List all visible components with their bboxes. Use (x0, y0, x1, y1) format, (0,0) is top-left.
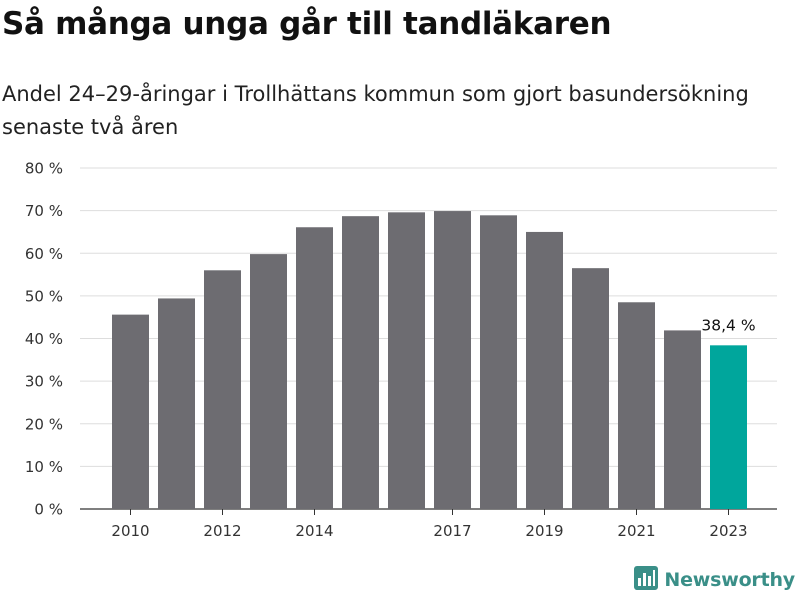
x-tick-label: 2012 (203, 522, 241, 540)
bar (388, 212, 425, 509)
x-tick-label: 2019 (525, 522, 563, 540)
x-tick-label: 2023 (709, 522, 747, 540)
y-tick-label: 80 % (25, 160, 63, 178)
bar (664, 330, 701, 509)
bar (434, 211, 471, 509)
x-tick-label: 2014 (295, 522, 333, 540)
x-tick-label: 2010 (111, 522, 149, 540)
bar (158, 298, 195, 509)
bar (572, 268, 609, 509)
y-tick-label: 0 % (34, 501, 63, 519)
chart-title: Så många unga går till tandläkaren (2, 6, 612, 42)
y-tick-label: 60 % (25, 245, 63, 263)
y-tick-label: 50 % (25, 287, 63, 305)
labels: 0 % 10 % 20 % 30 % 40 % 50 % 60 % 70 % 80 % 2010 2… (25, 160, 756, 541)
bar (250, 254, 287, 509)
data-label: 38,4 % (701, 316, 755, 334)
bar (710, 345, 747, 509)
y-tick-label: 30 % (25, 373, 63, 391)
chart-subtitle: Andel 24–29-åringar i Trollhättans kommu… (2, 82, 749, 139)
y-tick-label: 10 % (25, 458, 63, 476)
newsworthy-logo-icon (634, 566, 659, 594)
bars (112, 211, 747, 509)
bar (618, 302, 655, 509)
bar (526, 231, 563, 509)
x-tick-label: 2017 (433, 522, 471, 540)
gridlines (80, 167, 777, 515)
bar (342, 216, 379, 509)
bar (204, 270, 241, 509)
bar (480, 215, 517, 509)
bar (296, 227, 333, 509)
y-tick-label: 70 % (25, 202, 63, 220)
brand-name: Newsworthy (664, 569, 795, 591)
x-tick-label: 2021 (617, 522, 655, 540)
bar (112, 314, 149, 509)
bar-chart: 0 % 10 % 20 % 30 % 40 % 50 % 60 % 70 % 80 % 2010 2… (25, 160, 777, 541)
brand-logo: Newsworthy (634, 566, 795, 594)
y-tick-label: 20 % (25, 415, 63, 433)
y-tick-label: 40 % (25, 330, 63, 348)
